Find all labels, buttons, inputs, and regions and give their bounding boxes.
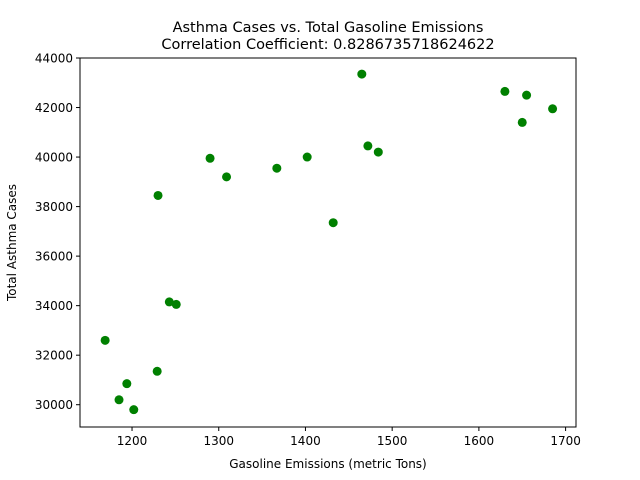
chart-title: Asthma Cases vs. Total Gasoline Emission… xyxy=(173,20,484,36)
data-point xyxy=(129,405,139,415)
data-point xyxy=(522,90,532,100)
x-axis-ticks: 1200 1300 1400 1500 1600 1700 xyxy=(117,427,581,448)
data-point xyxy=(363,141,373,151)
data-point xyxy=(100,335,110,345)
data-point xyxy=(122,379,132,389)
y-tick-label: 40000 xyxy=(35,151,73,165)
y-axis-label: Total Asthma Cases xyxy=(5,184,19,302)
x-tick-label: 1300 xyxy=(203,434,234,448)
data-point xyxy=(272,163,282,173)
data-point xyxy=(205,153,215,163)
chart-subtitle: Correlation Coefficient: 0.8286735718624… xyxy=(161,37,494,53)
data-points xyxy=(100,69,558,415)
data-point xyxy=(328,218,338,228)
y-tick-label: 38000 xyxy=(35,200,73,214)
x-tick-label: 1400 xyxy=(290,434,321,448)
plot-area-frame xyxy=(79,57,577,428)
data-point xyxy=(222,172,232,182)
data-point xyxy=(152,366,162,376)
data-point xyxy=(114,395,124,405)
data-point xyxy=(357,69,367,79)
x-tick-label: 1200 xyxy=(117,434,148,448)
y-tick-label: 42000 xyxy=(35,101,73,115)
y-tick-label: 32000 xyxy=(35,349,73,363)
data-point xyxy=(302,152,312,162)
data-point xyxy=(373,147,383,157)
data-point xyxy=(171,299,181,309)
data-point xyxy=(164,297,174,307)
x-tick-label: 1700 xyxy=(550,434,581,448)
y-axis-ticks: 30000 32000 34000 36000 38000 40000 42000 44000 xyxy=(35,52,80,412)
y-tick-label: 34000 xyxy=(35,299,73,313)
data-point xyxy=(500,86,510,96)
y-tick-label: 30000 xyxy=(35,398,73,412)
data-point xyxy=(517,117,527,127)
data-point xyxy=(548,104,558,114)
data-point xyxy=(153,190,163,200)
x-tick-label: 1600 xyxy=(464,434,495,448)
x-axis-label: Gasoline Emissions (metric Tons) xyxy=(229,457,426,471)
y-tick-label: 36000 xyxy=(35,250,73,264)
y-tick-label: 44000 xyxy=(35,52,73,66)
x-tick-label: 1500 xyxy=(377,434,408,448)
